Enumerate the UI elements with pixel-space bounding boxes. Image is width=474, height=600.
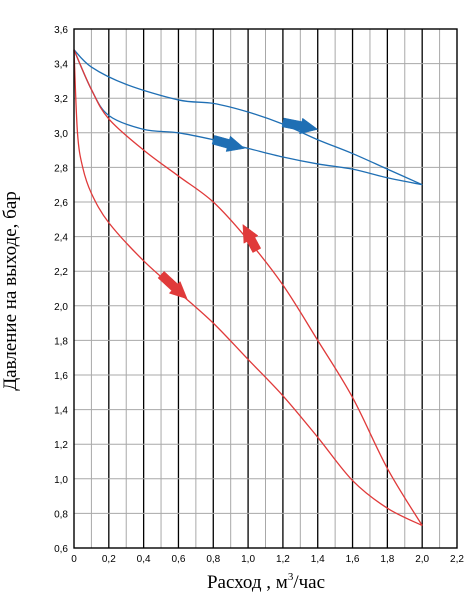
series-line-3 — [73, 49, 423, 526]
y-tick-label: 2,4 — [54, 233, 68, 244]
x-axis-label-tail: /час — [293, 572, 325, 593]
x-tick-label: 1,6 — [346, 554, 360, 565]
x-tick-label: 0,8 — [206, 554, 220, 565]
y-tick-label: 2,8 — [54, 163, 68, 174]
x-axis-label-sup: 3 — [288, 571, 294, 583]
y-tick-label: 1,4 — [54, 406, 68, 417]
x-tick-label: 2,0 — [415, 554, 429, 565]
series-line-4 — [73, 49, 423, 527]
y-tick-label: 1,0 — [54, 475, 68, 486]
y-tick-labels: 0,6 0,8 1,0 1,2 1,4 1,6 1,8 2,0 2,2 2,4 2,6 2,8 3,0 3… — [54, 25, 68, 555]
x-tick-label: 0,6 — [172, 554, 186, 565]
x-tick-label: 1,0 — [241, 554, 255, 565]
series-line-1 — [73, 49, 423, 186]
x-axis-label: Расход , м3/час — [207, 571, 325, 593]
y-tick-label: 1,6 — [54, 371, 68, 382]
y-tick-label: 2,0 — [54, 302, 68, 313]
y-tick-label: 2,6 — [54, 198, 68, 209]
y-tick-label: 0,6 — [54, 544, 68, 555]
y-tick-label: 3,4 — [54, 60, 68, 71]
x-tick-label: 1,4 — [311, 554, 325, 565]
chart-grid — [74, 29, 457, 548]
direction-arrow-4 — [157, 271, 188, 300]
y-tick-label: 0,8 — [54, 509, 68, 520]
direction-arrow-2 — [211, 135, 246, 152]
x-tick-label: 0,4 — [137, 554, 151, 565]
plot-frame — [73, 28, 458, 549]
x-tick-label: 0,2 — [102, 554, 116, 565]
y-tick-label: 1,8 — [54, 336, 68, 347]
direction-arrow-3 — [242, 223, 262, 253]
x-tick-label: 1,8 — [380, 554, 394, 565]
x-tick-label: 0 — [71, 554, 77, 565]
x-tick-label: 2,2 — [450, 554, 464, 565]
x-axis-label-main: Расход , м — [207, 572, 288, 593]
y-tick-label: 1,2 — [54, 440, 68, 451]
x-tick-labels: 0 0,2 0,4 0,6 0,8 1,0 1,2 1,4 1,6 1,8 2,0 2,2 — [71, 554, 464, 565]
y-tick-label: 3,2 — [54, 94, 68, 105]
direction-arrow-1 — [281, 117, 319, 135]
x-tick-label: 1,2 — [276, 554, 290, 565]
y-tick-label: 2,2 — [54, 267, 68, 278]
y-tick-label: 3,6 — [54, 25, 68, 36]
y-axis-label: Давление на выходе, бар — [0, 191, 21, 391]
direction-arrows — [157, 117, 319, 300]
y-tick-label: 3,0 — [54, 129, 68, 140]
